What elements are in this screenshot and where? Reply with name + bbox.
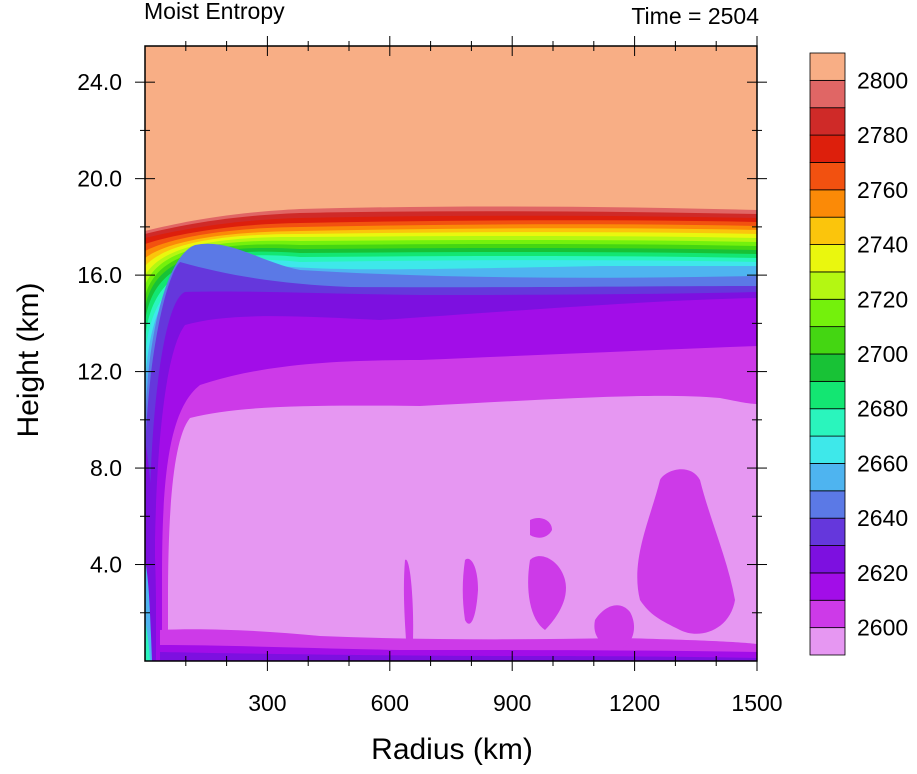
colorbar-swatch-2770 <box>809 162 846 191</box>
colorbar-swatch-2800 <box>809 79 846 109</box>
colorbar-swatch-2760 <box>809 189 846 218</box>
colorbar-swatch-2730 <box>809 271 846 300</box>
colorbar-label: 2660 <box>857 450 908 476</box>
colorbar-swatch-2810 <box>809 52 846 81</box>
y-axis-label: Height (km) <box>12 282 45 438</box>
plot-area <box>145 46 757 661</box>
convective-patch-1 <box>637 469 735 634</box>
x-tick-label: 1200 <box>609 690 660 716</box>
colorbar-label: 2700 <box>857 341 908 367</box>
colorbar-swatch-2680 <box>809 408 846 437</box>
colorbar-swatch-2720 <box>809 298 846 328</box>
y-tick-label: 20.0 <box>77 166 122 192</box>
colorbar-swatch-2750 <box>809 216 846 245</box>
x-tick-label: 900 <box>493 690 531 716</box>
colorbar-swatch-2780 <box>809 134 846 163</box>
colorbar-label: 2640 <box>857 505 908 531</box>
y-tick-label: 12.0 <box>77 359 122 385</box>
colorbar-label: 2780 <box>857 122 908 148</box>
x-axis: 300 600 900 1200 1500 <box>185 36 783 716</box>
y-tick-label: 8.0 <box>90 455 122 481</box>
time-label: Time = 2504 <box>631 3 759 29</box>
y-tick-label: 24.0 <box>77 69 122 95</box>
colorbar-label: 2600 <box>857 615 908 641</box>
boundary-layer-2630 <box>160 652 757 661</box>
x-tick-label: 600 <box>371 690 409 716</box>
x-axis-label: Radius (km) <box>371 733 533 766</box>
colorbar-swatch-2630 <box>809 545 846 574</box>
colorbar-label: 2740 <box>857 232 908 258</box>
colorbar-swatch-2710 <box>809 326 846 355</box>
colorbar-swatch-2660 <box>809 463 846 492</box>
contour-band-2600 <box>168 395 757 661</box>
y-tick-label: 16.0 <box>77 262 122 288</box>
convective-patch-6 <box>530 518 552 538</box>
y-tick-label: 4.0 <box>90 552 122 578</box>
colorbar-swatch-2740 <box>809 244 846 273</box>
eyewall-center <box>145 620 150 661</box>
convective-patch-4 <box>462 558 478 624</box>
colorbar-label: 2760 <box>857 177 908 203</box>
colorbar-swatch-2620 <box>809 572 846 601</box>
plot-frame <box>144 45 758 662</box>
convective-patch-3 <box>594 605 635 650</box>
convective-patch-5 <box>403 559 414 640</box>
colorbar-swatch-2610 <box>809 599 846 629</box>
colorbar-swatch-2650 <box>809 490 846 519</box>
colorbar-swatch-2700 <box>809 353 846 382</box>
x-tick-label: 1500 <box>731 690 782 716</box>
colorbar-label: 2800 <box>857 67 908 93</box>
convective-patch-2 <box>528 556 566 630</box>
plot-border <box>144 45 758 662</box>
colorbar-swatch-2670 <box>809 435 846 464</box>
colorbar: 2600 2620 2640 2660 2680 2700 2720 2740 2760 2780… <box>809 52 908 656</box>
colorbar-swatch-2600 <box>809 627 846 656</box>
colorbar-label: 2720 <box>857 286 908 312</box>
x-tick-label: 300 <box>248 690 286 716</box>
colorbar-swatch-2790 <box>809 107 846 136</box>
chart-title: Moist Entropy <box>144 0 285 24</box>
colorbar-label: 2620 <box>857 560 908 586</box>
y-axis: 4.0 8.0 12.0 16.0 20.0 24.0 <box>77 69 767 614</box>
colorbar-swatch-2690 <box>809 380 846 410</box>
colorbar-label: 2680 <box>857 396 908 422</box>
colorbar-swatch-2640 <box>809 517 846 546</box>
